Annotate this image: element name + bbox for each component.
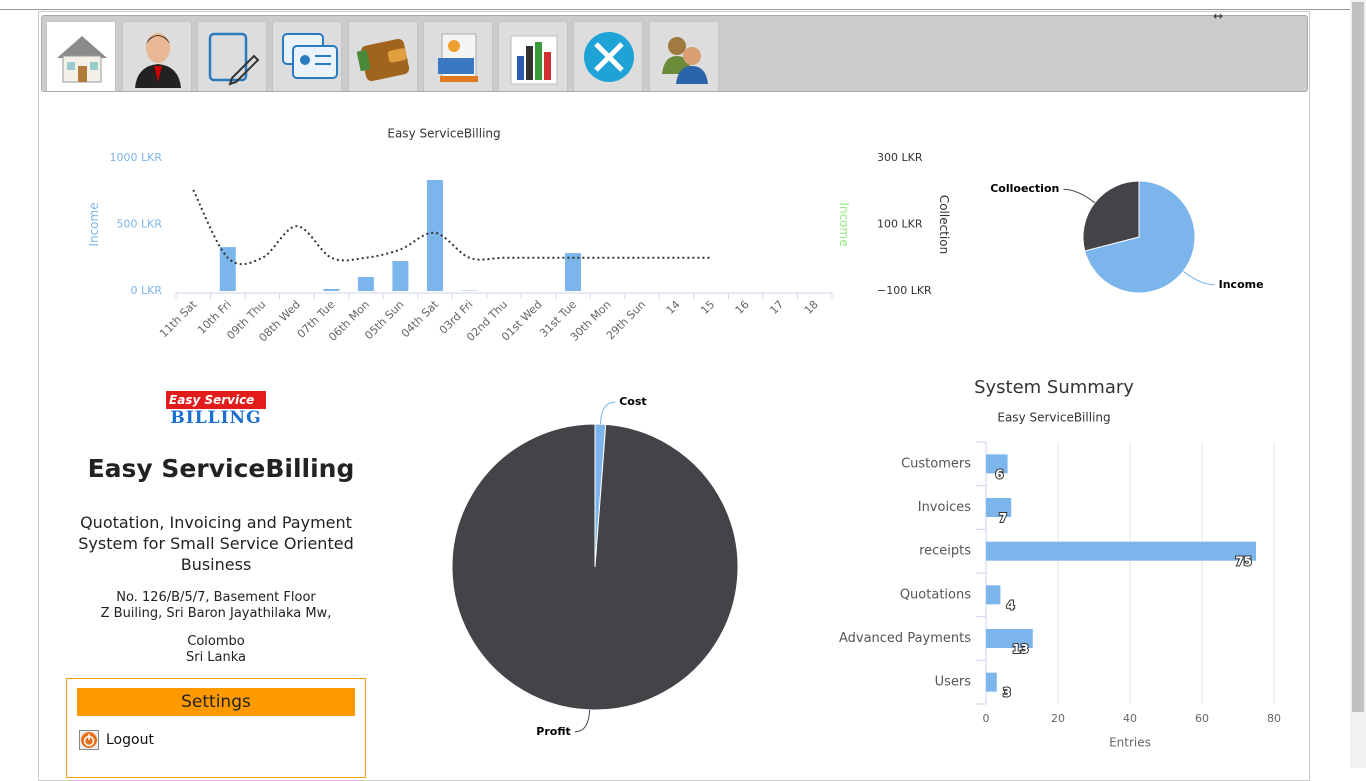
y-tick-label: 500 LKR <box>117 218 163 231</box>
data-label: 7 <box>999 511 1007 525</box>
y2-tick-label: 100 LKR <box>877 218 923 231</box>
bar <box>392 261 408 291</box>
data-label: 13 <box>1012 642 1029 656</box>
category-label: Advanced Payments <box>839 631 971 646</box>
label-connector <box>1063 189 1094 202</box>
data-label: 75 <box>1235 555 1252 569</box>
category-label: receipts <box>919 544 971 559</box>
category-label: Invoices <box>918 500 971 515</box>
bar <box>427 180 443 291</box>
x-tick-label: 15 <box>698 298 717 317</box>
bar <box>565 253 581 291</box>
label-connector <box>575 710 590 732</box>
pie-slice <box>452 424 738 710</box>
x-tick-label: 18 <box>802 298 821 317</box>
x-tick-label: 0 <box>983 712 990 725</box>
y2-tick-label: 300 LKR <box>877 151 923 164</box>
x-tick-label: 20 <box>1051 712 1065 725</box>
bar <box>220 247 236 291</box>
data-label: 6 <box>995 467 1003 481</box>
y2-axis-label: Collection <box>937 195 951 254</box>
chart-title: System Summary <box>974 377 1134 398</box>
slice-label: Profit <box>536 725 570 738</box>
y-axis-label: Income <box>87 202 101 246</box>
bar <box>986 585 1000 604</box>
chart-subtitle: Easy ServiceBilling <box>997 411 1110 425</box>
x-tick-label: 04th Sat <box>399 297 442 340</box>
data-label: 3 <box>1003 686 1011 700</box>
bar <box>323 289 339 291</box>
label-connector <box>1183 271 1214 284</box>
bar <box>358 277 374 291</box>
x-tick-label: 14 <box>664 298 683 317</box>
category-label: Customers <box>901 456 971 471</box>
slice-label: Income <box>1219 278 1264 291</box>
collection-line <box>193 190 711 264</box>
slice-label: Cost <box>619 395 646 408</box>
category-label: Quotations <box>900 587 971 602</box>
x-tick-label: 11th Sat <box>157 297 200 340</box>
data-label: 4 <box>1006 598 1014 612</box>
x-tick-label: 80 <box>1267 712 1281 725</box>
x-tick-label: 17 <box>767 298 786 317</box>
slice-label: Colloection <box>990 182 1059 195</box>
category-label: Users <box>935 675 972 690</box>
x-tick-label: 60 <box>1195 712 1209 725</box>
x-axis-label: Entries <box>1109 736 1151 750</box>
y2-axis-label: Income <box>837 202 851 246</box>
x-tick-label: 40 <box>1123 712 1137 725</box>
bar <box>986 542 1256 561</box>
y-tick-label: 0 LKR <box>131 284 163 297</box>
y-tick-label: 1000 LKR <box>110 151 163 164</box>
x-tick-label: 16 <box>733 298 752 317</box>
y2-tick-label: −100 LKR <box>877 284 932 297</box>
bar <box>986 673 997 692</box>
chart-title: Easy ServiceBilling <box>387 127 500 141</box>
label-connector <box>600 402 615 424</box>
